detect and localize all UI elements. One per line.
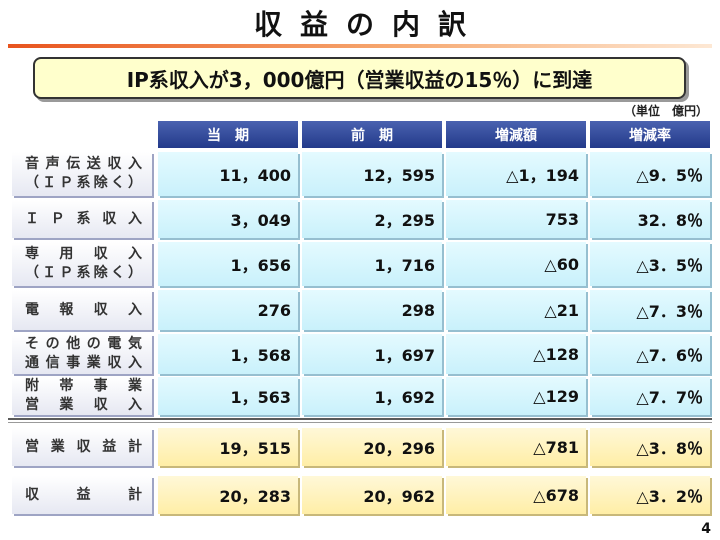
cell-change: △21 (446, 290, 586, 330)
cell-previous: 298 (302, 290, 442, 330)
row-label-line: その他の電気 (25, 336, 142, 352)
cell-current: 20，283 (158, 476, 298, 514)
row-label-line: 通信事業収入 (25, 355, 142, 371)
title-underline (8, 44, 712, 48)
row-label-line: 附帯事業 (25, 378, 142, 394)
headline-text: IP系収入が3，000億円（営業収益の15％）に到達 (126, 67, 593, 92)
cell-change-rate: △3．8％ (590, 428, 710, 466)
row-label: その他の電気 通信事業収入 (12, 334, 152, 374)
header-current: 当期 (158, 121, 298, 148)
header-change-rate: 増減率 (590, 121, 710, 148)
row-label-line: 専用収入 (25, 246, 142, 262)
row-label: 音声伝送収入 （ＩＰ系除く） (12, 152, 152, 196)
cell-change: △129 (446, 377, 586, 415)
row-label: ＩＰ系収入 (12, 200, 152, 238)
cell-change: △781 (446, 428, 586, 466)
cell-current: 276 (158, 290, 298, 330)
row-label: 収益計 (12, 476, 152, 514)
table-row-other-telecom: その他の電気 通信事業収入 1，568 1，697 △128 △7．6％ (0, 334, 720, 374)
cell-change-rate: △7．6％ (590, 334, 710, 374)
cell-change-rate: △7．7％ (590, 377, 710, 415)
row-label: 専用収入 （ＩＰ系除く） (12, 242, 152, 286)
table-header: 当期 前期 増減額 増減率 (0, 121, 720, 148)
header-previous: 前期 (302, 121, 442, 148)
page-number: 4 (701, 521, 711, 537)
cell-change: △128 (446, 334, 586, 374)
row-label-line: ＩＰ系収入 (25, 210, 142, 227)
cell-current: 1，563 (158, 377, 298, 415)
cell-previous: 2，295 (302, 200, 442, 238)
cell-previous: 1，716 (302, 242, 442, 286)
row-label-line: （ＩＰ系除く） (25, 265, 142, 281)
table-row-operating-revenue-total: 営業収益計 19，515 20，296 △781 △3．8％ (0, 428, 720, 466)
cell-change-rate: △9．5％ (590, 152, 710, 196)
cell-current: 1，656 (158, 242, 298, 286)
cell-current: 19，515 (158, 428, 298, 466)
row-label-line: 営業収益計 (25, 438, 142, 455)
row-label: 附帯事業 営業収入 (12, 377, 152, 415)
cell-change-rate: △7．3％ (590, 290, 710, 330)
unit-note: （単位 億円） (623, 104, 708, 118)
cell-change: △678 (446, 476, 586, 514)
row-label: 電報収入 (12, 290, 152, 330)
table-row-supplementary-business: 附帯事業 営業収入 1，563 1，692 △129 △7．7％ (0, 377, 720, 415)
row-label-line: 電報収入 (25, 301, 142, 318)
cell-change: △1，194 (446, 152, 586, 196)
cell-current: 1，568 (158, 334, 298, 374)
cell-previous: 1，697 (302, 334, 442, 374)
cell-change: △60 (446, 242, 586, 286)
row-label-line: 営業収入 (25, 397, 142, 413)
cell-current: 11，400 (158, 152, 298, 196)
table-row-total-revenue: 収益計 20，283 20，962 △678 △3．2％ (0, 476, 720, 514)
row-label-line: （ＩＰ系除く） (25, 175, 142, 191)
header-change: 増減額 (446, 121, 586, 148)
row-label-line: 音声伝送収入 (25, 156, 142, 172)
row-label: 営業収益計 (12, 428, 152, 466)
table-row-leased-circuit: 専用収入 （ＩＰ系除く） 1，656 1，716 △60 △3．5％ (0, 242, 720, 286)
cell-change-rate: 32．8％ (590, 200, 710, 238)
cell-previous: 1，692 (302, 377, 442, 415)
table-row-voice-transmission: 音声伝送収入 （ＩＰ系除く） 11，400 12，595 △1，194 △9．5… (0, 152, 720, 196)
cell-previous: 20，962 (302, 476, 442, 514)
table-row-telegram: 電報収入 276 298 △21 △7．3％ (0, 290, 720, 330)
totals-divider (8, 418, 712, 423)
cell-previous: 12，595 (302, 152, 442, 196)
page-title: 収益の内訳 (253, 8, 484, 41)
headline-box: IP系収入が3，000億円（営業収益の15％）に到達 (33, 57, 686, 99)
cell-change-rate: △3．5％ (590, 242, 710, 286)
cell-current: 3，049 (158, 200, 298, 238)
cell-change-rate: △3．2％ (590, 476, 710, 514)
cell-previous: 20，296 (302, 428, 442, 466)
row-label-line: 収益計 (25, 486, 142, 503)
table-row-ip-revenue: ＩＰ系収入 3，049 2，295 753 32．8％ (0, 200, 720, 238)
cell-change: 753 (446, 200, 586, 238)
